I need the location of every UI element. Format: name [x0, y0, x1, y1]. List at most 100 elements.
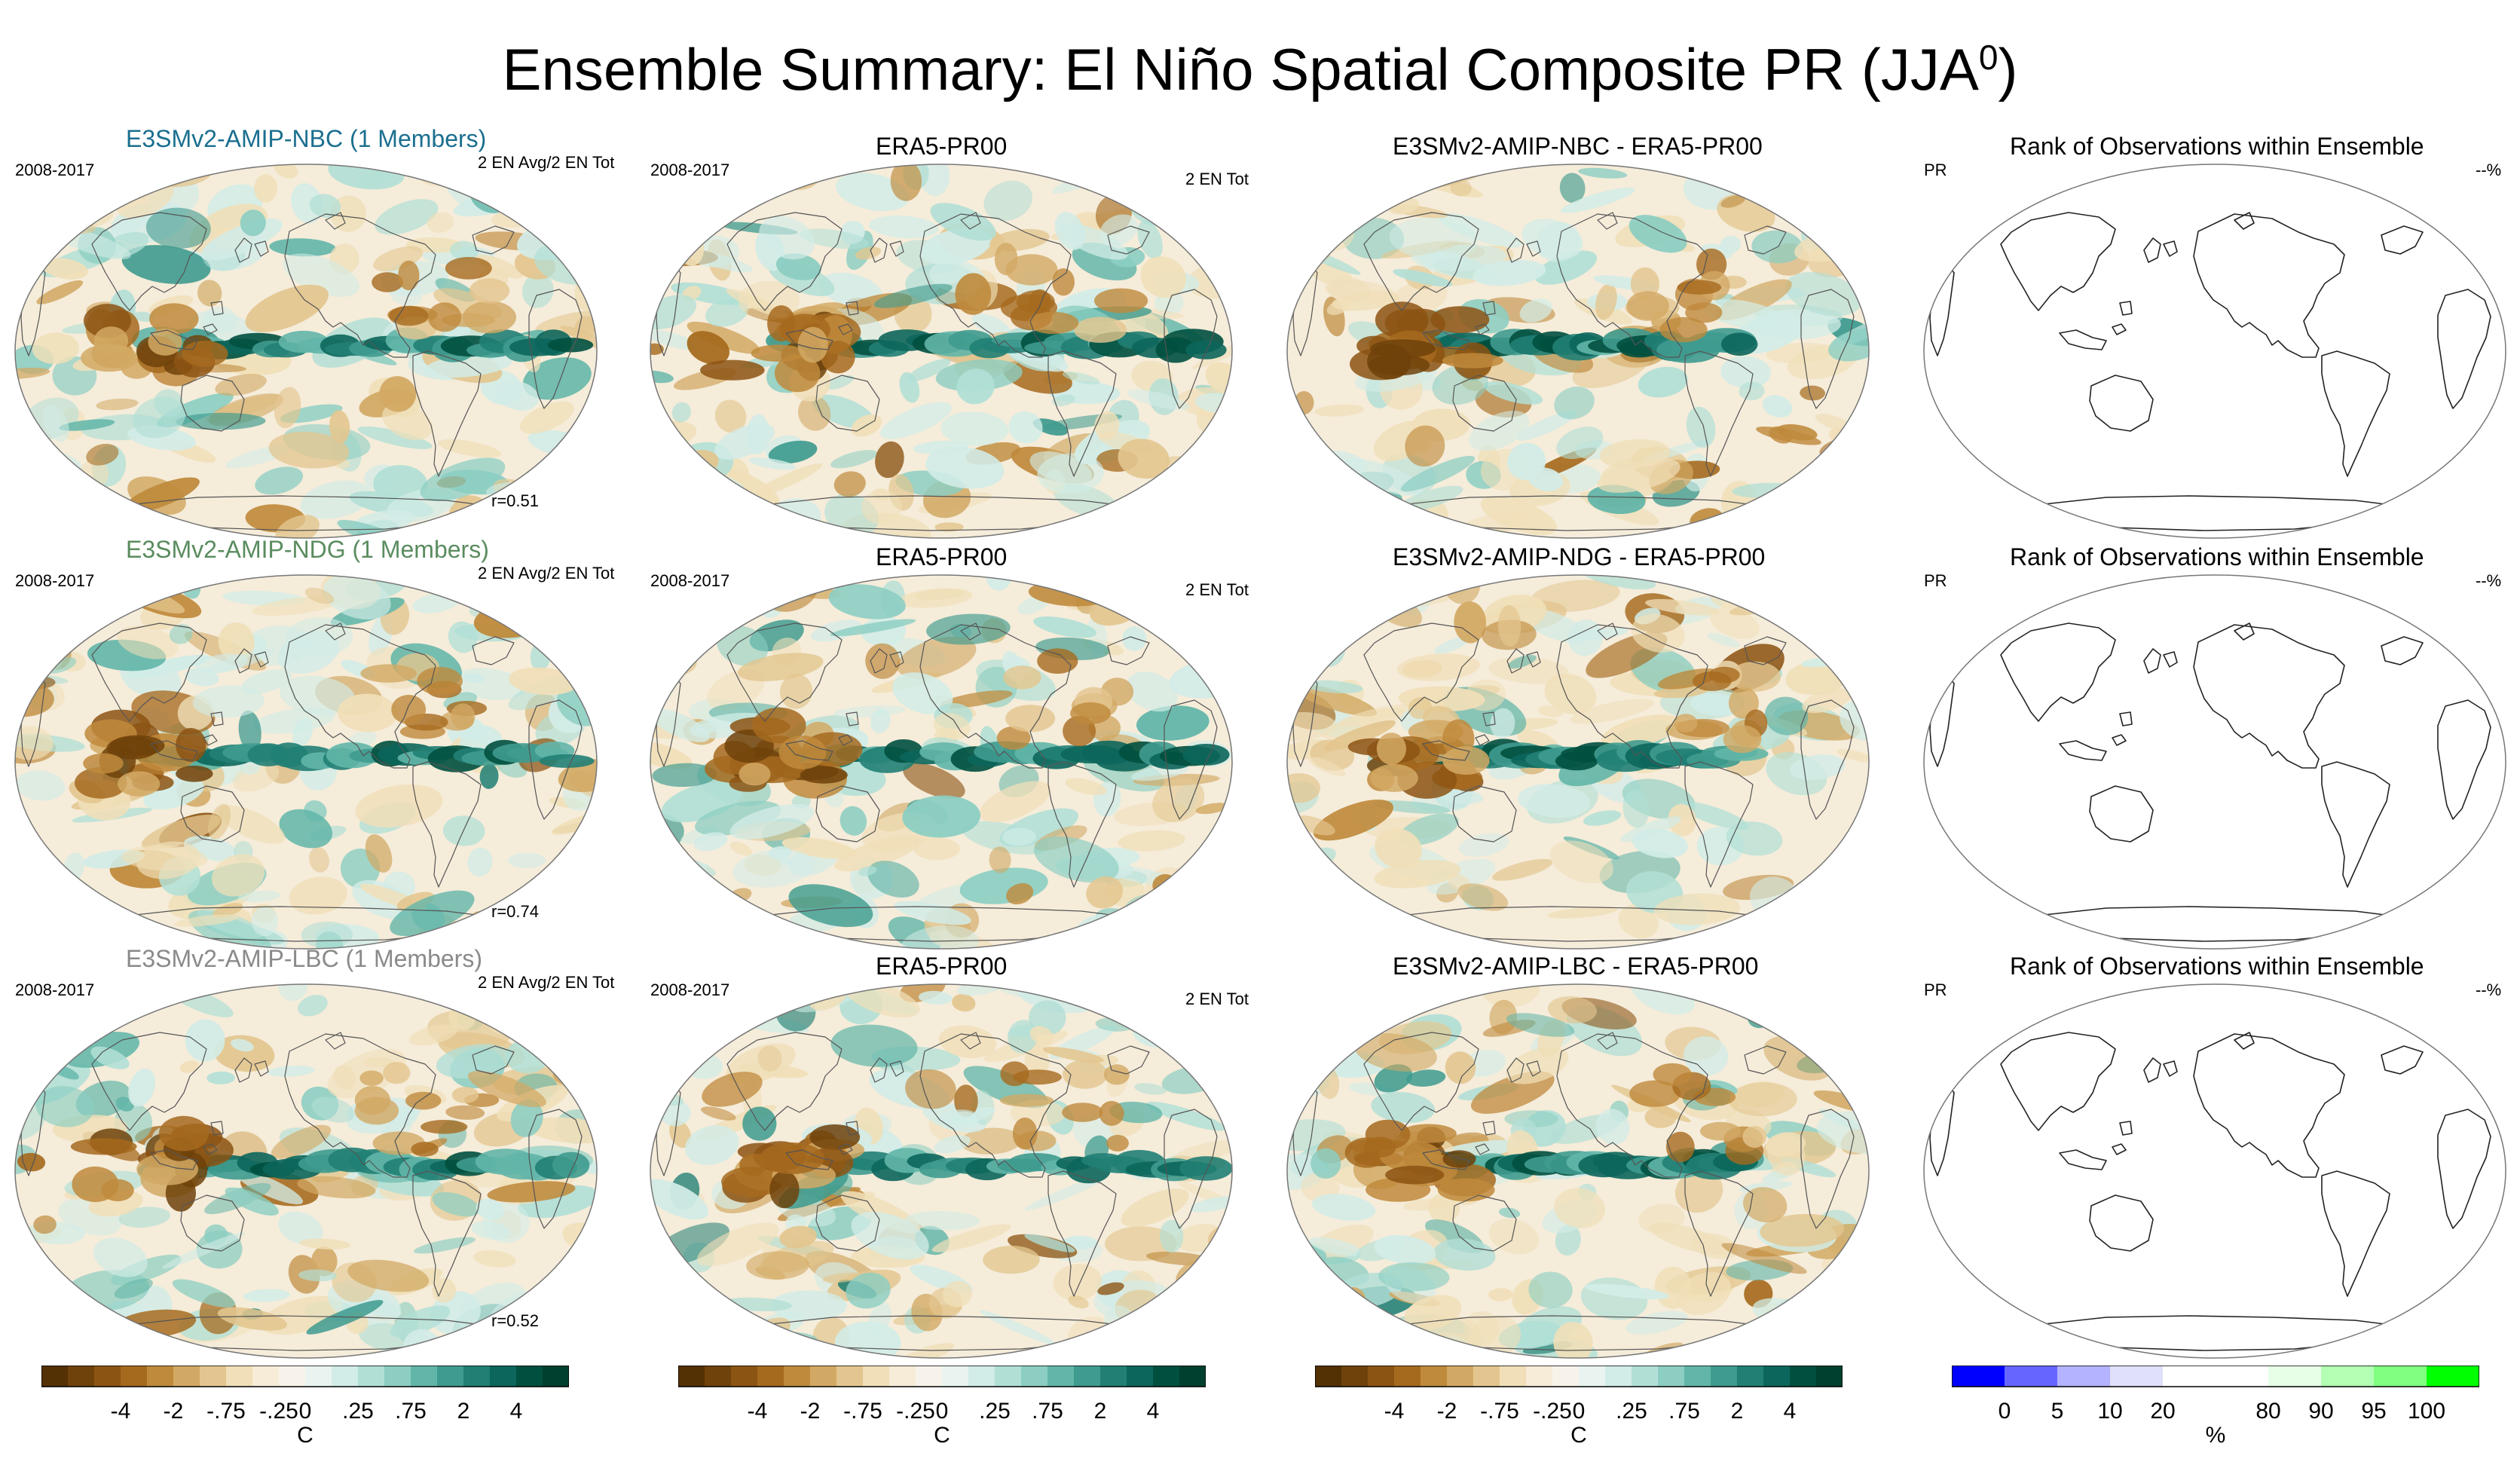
coastline-7	[785, 1149, 833, 1170]
coastline-11	[1482, 301, 1496, 316]
colorbar-swatch-7	[226, 1366, 252, 1387]
panel-rank-0: Rank of Observations within Ensemble PR --…	[1918, 124, 2513, 546]
panel-obs-1: ERA5-PR00 2008-2017 2 EN Tot	[644, 535, 1249, 957]
coastline-7	[1422, 740, 1470, 761]
map-difference	[1286, 983, 1870, 1359]
map-observation	[650, 164, 1233, 539]
map-field	[1287, 984, 1869, 1358]
colorbar-tick-label: 95	[2361, 1399, 2387, 1424]
coastline-11	[210, 1121, 224, 1136]
coastline-2	[2381, 225, 2424, 255]
figure-title: Ensemble Summary: El Niño Spatial Compos…	[0, 21, 2520, 106]
colorbar-unit: C	[1570, 1423, 1587, 1448]
coastline-6	[2089, 785, 2154, 843]
colorbar-swatch-6	[1473, 1366, 1500, 1387]
colorbar-swatch-14	[411, 1366, 437, 1387]
coastline-13	[2234, 212, 2255, 230]
colorbar-swatch-4	[147, 1366, 173, 1387]
coastline-1	[1684, 1170, 1754, 1297]
colorbar-swatch-19	[543, 1366, 569, 1387]
note-label: 2 EN Tot	[1185, 989, 1249, 1008]
panel-obs-2: ERA5-PR00 2008-2017 2 EN Tot	[644, 944, 1249, 1366]
percent-label: --%	[2476, 161, 2502, 179]
colorbar-swatch-9	[2427, 1366, 2479, 1387]
coastline-9	[1506, 237, 1525, 263]
coastline-13	[960, 1032, 981, 1050]
coastline-0	[919, 1033, 1072, 1178]
coastline-0	[919, 624, 1072, 769]
map-field	[15, 575, 597, 949]
map-field	[1924, 164, 2506, 538]
colorbar-swatch-13	[384, 1366, 411, 1387]
coastline-1	[1047, 350, 1117, 477]
coastline-12	[838, 734, 853, 746]
coastline-5	[1363, 1032, 1479, 1131]
coastline-12	[838, 323, 853, 335]
coastline-9	[1506, 648, 1525, 674]
coastline-0	[919, 213, 1072, 358]
coastline-9	[234, 237, 252, 263]
coastline-7	[150, 740, 198, 761]
colorbar-swatch-17	[1763, 1366, 1790, 1387]
panel-model-2: E3SMv2-AMIP-LBC (1 Members) 2008-2017 2 EN…	[9, 944, 614, 1366]
coastline-7	[150, 329, 198, 350]
coastline-12	[203, 323, 218, 335]
pattern-correlation: r=0.51	[491, 491, 539, 510]
coastline-9	[1506, 1057, 1525, 1083]
panel-diff-1: E3SMv2-AMIP-NDG - ERA5-PR00	[1281, 535, 1876, 957]
colorbar-tick-label: -.75	[206, 1399, 246, 1424]
coastline-1	[1047, 761, 1117, 888]
coastline-13	[960, 212, 981, 230]
colorbar-tick-label: 2	[1730, 1399, 1744, 1424]
colorbar-swatch-8	[2374, 1366, 2427, 1387]
colorbar-anomaly-0	[41, 1366, 569, 1387]
coastline-5	[2000, 622, 2116, 722]
coastline-7	[1422, 329, 1470, 350]
colorbar-tick-label: -.25	[1533, 1399, 1572, 1424]
colorbar-tick-label: 4	[509, 1399, 523, 1424]
colorbar-swatch-9	[916, 1366, 942, 1387]
colorbar-swatch-3	[1394, 1366, 1421, 1387]
panel-title: ERA5-PR00	[876, 133, 1008, 160]
colorbar-unit: %	[2205, 1423, 2226, 1448]
period-label: 2008-2017	[650, 161, 730, 179]
map-field	[15, 164, 597, 538]
colorbar-swatch-11	[1605, 1366, 1632, 1387]
colorbar-swatch-9	[1552, 1366, 1579, 1387]
colorbar-swatch-15	[437, 1366, 463, 1387]
colorbar-tick-label: 2	[457, 1399, 470, 1424]
coastline-10	[254, 651, 269, 668]
coastline-7	[150, 1149, 198, 1170]
coastlines	[1292, 622, 1855, 942]
colorbar-tick-label: 2	[1093, 1399, 1107, 1424]
coastline-12	[838, 1143, 853, 1155]
coastline-9	[870, 237, 888, 263]
coastline-5	[1363, 622, 1479, 722]
coastline-3	[528, 699, 583, 820]
note-label: 2 EN Avg/2 EN Tot	[478, 153, 615, 172]
map-difference	[1286, 164, 1870, 539]
coastline-9	[2143, 648, 2161, 674]
colorbar-swatch-5	[1447, 1366, 1473, 1387]
coastline-10	[889, 1060, 904, 1077]
coastline-13	[2234, 1032, 2255, 1050]
colorbar-tick-label: .75	[395, 1399, 427, 1424]
map-observation	[650, 574, 1233, 950]
colorbar-swatch-4	[2163, 1366, 2216, 1387]
map-border	[650, 983, 1233, 1359]
period-label: 2008-2017	[650, 980, 730, 999]
coastline-6	[815, 785, 880, 843]
colorbar-tick-label: 4	[1146, 1399, 1160, 1424]
colorbar-swatch-3	[2110, 1366, 2163, 1387]
figure-title-text: Ensemble Summary: El Niño Spatial Compos…	[502, 36, 1979, 102]
colorbar-tick-label: .25	[342, 1399, 374, 1424]
coastline-2	[1107, 636, 1150, 665]
coastline-3	[2437, 1109, 2491, 1229]
colorbar-swatch-2	[731, 1366, 757, 1387]
map-observation	[650, 983, 1233, 1359]
colorbar-tick-label: -2	[1436, 1399, 1457, 1424]
map-model	[14, 574, 598, 950]
coastline-13	[2234, 622, 2255, 641]
coastline-3	[528, 1109, 583, 1229]
coastline-12	[2112, 734, 2127, 746]
